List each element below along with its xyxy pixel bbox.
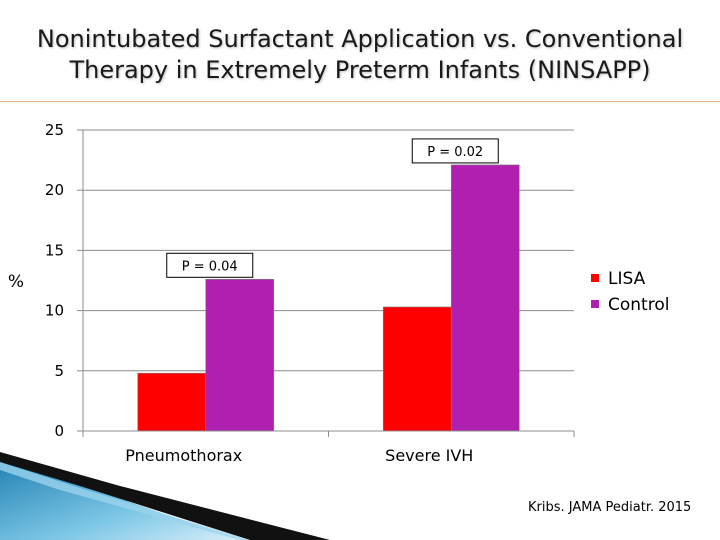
bars [137, 164, 520, 432]
citation: Kribs. JAMA Pediatr. 2015 [528, 500, 692, 515]
slide-title-line-1: Nonintubated Surfactant Application vs. … [36, 25, 684, 53]
x-category-label-1: Severe IVH [385, 446, 473, 465]
annotation-text-0: P = 0.04 [182, 259, 238, 274]
y-tick-label-10: 10 [45, 302, 64, 320]
bar-control-0 [205, 278, 275, 432]
annotation-text-1: P = 0.02 [427, 145, 483, 160]
y-tick-label-15: 15 [45, 241, 64, 259]
y-tick-label-20: 20 [45, 181, 64, 199]
y-tick-label-0: 0 [54, 422, 64, 440]
title-divider [0, 101, 720, 102]
bar-lisa-0 [137, 372, 207, 432]
bar-control-1 [450, 164, 520, 432]
legend-swatch-lisa [591, 274, 599, 282]
annotation-box-0 [166, 252, 254, 278]
y-axis-label: % [8, 272, 24, 292]
legend-label-control: Control [608, 295, 669, 315]
y-tick-label-5: 5 [54, 362, 64, 380]
annotation-box-1 [411, 138, 499, 164]
annotations: P = 0.04 P = 0.02 [166, 138, 499, 278]
slide-title: Nonintubated Surfactant Application vs. … [0, 24, 720, 86]
legend-swatch-control [591, 300, 599, 308]
x-category-label-0: Pneumothorax [125, 446, 242, 465]
annotation-1: P = 0.02 [411, 138, 499, 164]
legend: LISA Control [591, 269, 669, 315]
slide-title-line-2: Therapy in Extremely Preterm Infants (NI… [69, 56, 651, 84]
bar-lisa-1 [382, 306, 452, 432]
y-tick-label-25: 25 [45, 121, 64, 139]
annotation-0: P = 0.04 [166, 252, 254, 278]
legend-label-lisa: LISA [608, 269, 646, 289]
